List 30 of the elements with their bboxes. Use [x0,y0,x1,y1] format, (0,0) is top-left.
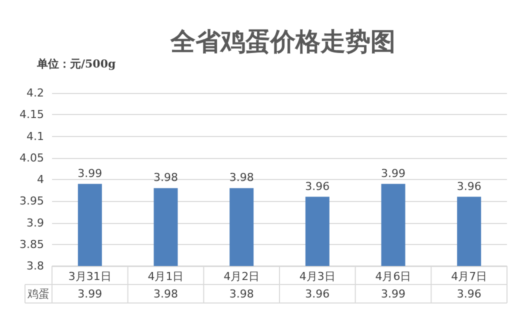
data-label: 3.98 [229,287,254,300]
annotation: 3.96 [456,180,482,193]
y-tick-label: 4.1 [26,130,44,143]
text: 鸡蛋 [26,287,50,300]
data-label: 3.99 [78,287,102,300]
annotation: 3.98 [154,171,178,184]
x-tick-label: 3月31日 [68,270,112,283]
y-tick-label: 3.95 [20,194,44,208]
x-tick-label: 4月3日 [299,270,336,283]
annotation: 3.96 [305,180,330,193]
y-tick-label: 3.8 [26,260,44,272]
data-label: 3.99 [381,287,406,300]
y-tick-label: 4.15 [20,108,44,122]
text: 单位：元/500g [36,58,116,70]
annotation: 3.98 [229,171,254,184]
annotation: 3.99 [381,166,406,180]
data-label: 3.98 [154,287,178,300]
chart-title: 全省鸡蛋价格走势图 [170,27,396,56]
x-tick-label: 4月2日 [224,270,260,283]
x-tick-label: 4月1日 [148,270,184,283]
y-tick-label: 4 [37,173,44,186]
y-tick-label: 3.9 [26,216,44,230]
annotation: 3.99 [78,166,102,180]
y-tick-label: 3.85 [20,238,44,251]
x-tick-label: 4月7日 [451,270,488,283]
x-tick-label: 4月6日 [375,270,412,283]
y-tick-label: 4.2 [26,86,44,100]
data-label: 3.96 [456,287,482,300]
data-label: 3.96 [305,287,330,300]
y-tick-label: 4.05 [20,151,44,164]
